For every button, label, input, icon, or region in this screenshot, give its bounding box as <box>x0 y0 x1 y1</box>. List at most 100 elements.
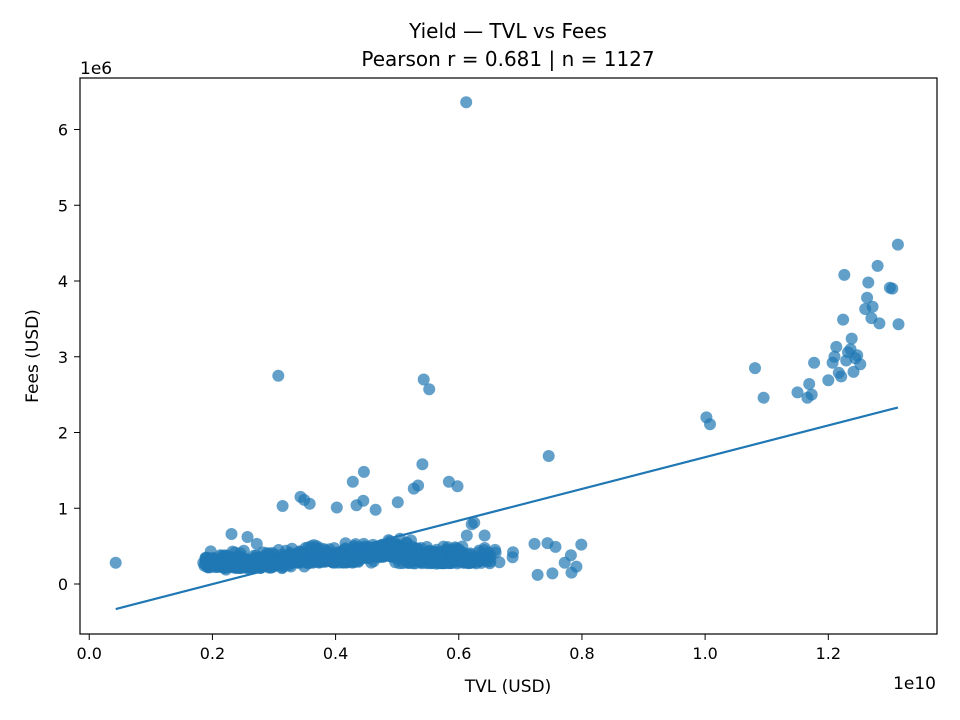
data-point <box>395 543 408 556</box>
data-point <box>468 516 481 529</box>
y-axis-label: Fees (USD) <box>23 309 43 403</box>
data-point <box>575 538 588 551</box>
data-point <box>369 503 382 516</box>
data-point <box>460 529 473 542</box>
data-point <box>433 549 446 562</box>
data-point <box>862 276 875 289</box>
x-tick-label: 1.0 <box>692 644 717 663</box>
data-point <box>851 349 864 362</box>
x-tick-label: 0.6 <box>446 644 471 663</box>
data-point <box>528 537 541 550</box>
data-point <box>350 499 363 512</box>
y-tick-label: 5 <box>58 196 68 215</box>
data-point <box>260 547 273 560</box>
data-point <box>237 544 250 557</box>
data-point <box>346 475 359 488</box>
data-point <box>404 547 417 560</box>
data-point <box>250 537 263 550</box>
data-point <box>326 555 339 568</box>
data-point <box>493 556 506 569</box>
data-point <box>241 531 254 543</box>
data-point <box>282 553 295 566</box>
y-tick-label: 2 <box>58 424 68 443</box>
data-point <box>405 534 417 547</box>
chart-subtitle: Pearson r = 0.681 | n = 1127 <box>361 47 654 71</box>
data-point <box>214 549 227 562</box>
data-point <box>564 549 577 562</box>
data-point <box>565 566 578 579</box>
x-tick-label: 0.4 <box>323 644 348 663</box>
x-tick-label: 0.8 <box>569 644 594 663</box>
data-point <box>451 480 464 493</box>
trend-line-group <box>115 406 899 611</box>
data-point <box>886 282 899 295</box>
data-point <box>423 383 436 396</box>
data-point <box>258 559 271 572</box>
data-point <box>891 238 904 251</box>
data-point <box>822 374 835 387</box>
data-point <box>244 554 257 567</box>
data-point <box>335 555 348 568</box>
data-point <box>272 369 285 382</box>
trend-line <box>115 406 899 611</box>
data-point <box>542 450 555 462</box>
x-tick-label: 0.0 <box>77 644 102 663</box>
data-point <box>417 373 430 386</box>
data-point <box>828 350 841 363</box>
data-point <box>357 465 370 478</box>
data-point <box>330 501 343 514</box>
data-point <box>478 529 491 542</box>
data-point <box>861 291 874 304</box>
data-point <box>866 300 879 313</box>
data-point <box>303 497 316 510</box>
data-point <box>507 546 519 559</box>
data-point <box>871 259 884 272</box>
data-point <box>460 96 473 109</box>
data-point <box>416 458 429 471</box>
data-point <box>268 556 281 569</box>
data-point <box>803 378 816 390</box>
data-point <box>845 332 858 345</box>
y-tick-label: 6 <box>58 121 68 140</box>
data-point <box>749 362 761 375</box>
data-point <box>808 356 821 369</box>
x-axis-offset-label: 1e10 <box>893 674 936 694</box>
data-point <box>272 544 285 556</box>
data-point <box>854 358 867 371</box>
data-point <box>109 556 122 569</box>
data-point <box>352 555 365 568</box>
data-point <box>791 386 804 399</box>
y-tick-label: 3 <box>58 348 68 367</box>
data-point <box>531 568 544 581</box>
data-point <box>835 370 848 383</box>
data-point <box>233 562 246 575</box>
data-point <box>220 563 232 576</box>
data-point <box>455 547 468 560</box>
data-point <box>549 540 562 553</box>
data-point <box>225 528 238 540</box>
data-point <box>704 418 716 431</box>
data-point <box>446 550 459 563</box>
data-point <box>391 496 404 509</box>
y-tick-label: 4 <box>58 272 68 291</box>
data-point <box>412 479 425 492</box>
y-axis: 0 1 2 3 4 5 6 <box>58 121 80 594</box>
x-axis-label: TVL (USD) <box>464 677 551 697</box>
data-point <box>830 340 843 353</box>
y-tick-label: 1 <box>58 499 68 518</box>
x-tick-label: 0.2 <box>200 644 225 663</box>
data-point <box>372 547 385 560</box>
data-point <box>276 500 289 512</box>
y-axis-offset-label: 1e6 <box>80 59 112 79</box>
data-point <box>381 549 394 561</box>
plot-frame <box>79 77 938 635</box>
data-point <box>757 391 770 404</box>
data-point <box>294 545 307 558</box>
data-point <box>805 388 818 401</box>
data-point <box>892 318 905 331</box>
data-point <box>489 543 502 556</box>
data-point <box>546 567 559 580</box>
data-point <box>873 317 886 330</box>
plot-marks <box>109 96 905 581</box>
